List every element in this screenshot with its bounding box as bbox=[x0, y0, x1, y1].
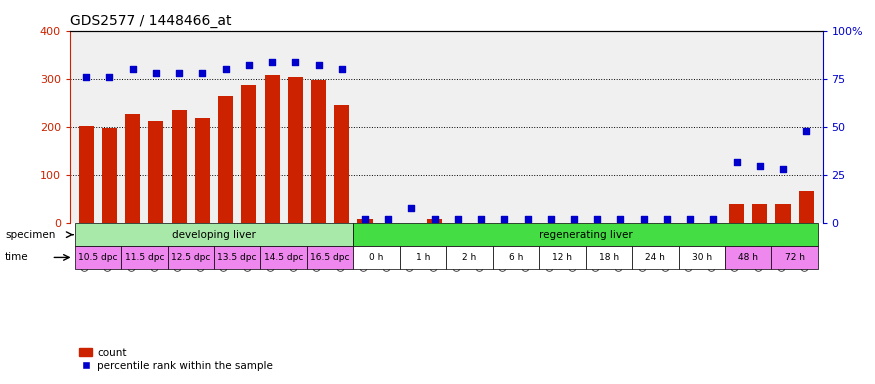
Text: developing liver: developing liver bbox=[172, 230, 255, 240]
Text: 1 h: 1 h bbox=[416, 253, 430, 262]
Bar bbox=[799, 190, 814, 223]
FancyBboxPatch shape bbox=[772, 246, 818, 269]
Point bbox=[126, 66, 140, 72]
FancyBboxPatch shape bbox=[446, 246, 493, 269]
FancyBboxPatch shape bbox=[354, 246, 400, 269]
Bar bbox=[195, 118, 210, 223]
Text: 11.5 dpc: 11.5 dpc bbox=[124, 253, 164, 262]
Point bbox=[752, 162, 766, 169]
Text: 16.5 dpc: 16.5 dpc bbox=[311, 253, 350, 262]
Point bbox=[219, 66, 233, 72]
Bar bbox=[288, 77, 303, 223]
FancyBboxPatch shape bbox=[74, 246, 121, 269]
Bar bbox=[125, 114, 140, 223]
Bar bbox=[149, 121, 164, 223]
Point bbox=[451, 216, 465, 222]
FancyBboxPatch shape bbox=[354, 223, 818, 246]
Point bbox=[637, 216, 651, 222]
Point bbox=[521, 216, 535, 222]
Bar bbox=[334, 105, 349, 223]
Point bbox=[799, 128, 813, 134]
Text: 0 h: 0 h bbox=[369, 253, 384, 262]
Bar bbox=[102, 128, 117, 223]
Text: 13.5 dpc: 13.5 dpc bbox=[218, 253, 257, 262]
Point bbox=[613, 216, 627, 222]
Bar bbox=[172, 110, 186, 223]
Bar bbox=[729, 204, 744, 223]
FancyBboxPatch shape bbox=[725, 246, 772, 269]
FancyBboxPatch shape bbox=[307, 246, 354, 269]
Text: 48 h: 48 h bbox=[738, 253, 758, 262]
Point bbox=[730, 159, 744, 165]
Point bbox=[404, 205, 418, 211]
Bar bbox=[427, 219, 442, 223]
Bar bbox=[752, 204, 767, 223]
FancyBboxPatch shape bbox=[493, 246, 539, 269]
FancyBboxPatch shape bbox=[121, 246, 167, 269]
Text: 30 h: 30 h bbox=[691, 253, 711, 262]
Text: 2 h: 2 h bbox=[462, 253, 477, 262]
Point bbox=[543, 216, 557, 222]
Text: 18 h: 18 h bbox=[598, 253, 619, 262]
Text: 14.5 dpc: 14.5 dpc bbox=[264, 253, 304, 262]
Point bbox=[312, 62, 326, 68]
FancyBboxPatch shape bbox=[539, 246, 585, 269]
Point bbox=[567, 216, 581, 222]
Point bbox=[172, 70, 186, 76]
FancyBboxPatch shape bbox=[167, 246, 214, 269]
Point bbox=[242, 62, 256, 68]
Point bbox=[428, 216, 442, 222]
Point bbox=[706, 216, 720, 222]
Point bbox=[265, 58, 279, 65]
Text: 12.5 dpc: 12.5 dpc bbox=[172, 253, 211, 262]
Text: 12 h: 12 h bbox=[552, 253, 572, 262]
Text: 6 h: 6 h bbox=[508, 253, 523, 262]
FancyBboxPatch shape bbox=[261, 246, 307, 269]
Point bbox=[474, 216, 488, 222]
FancyBboxPatch shape bbox=[74, 223, 354, 246]
FancyBboxPatch shape bbox=[678, 246, 725, 269]
Point bbox=[591, 216, 605, 222]
Text: 24 h: 24 h bbox=[646, 253, 665, 262]
Bar bbox=[79, 126, 94, 223]
Text: 72 h: 72 h bbox=[785, 253, 805, 262]
Bar bbox=[311, 80, 326, 223]
FancyBboxPatch shape bbox=[400, 246, 446, 269]
Point bbox=[660, 216, 674, 222]
Text: time: time bbox=[5, 252, 29, 262]
Point bbox=[195, 70, 209, 76]
Bar bbox=[264, 75, 280, 223]
Point bbox=[80, 74, 94, 80]
Point bbox=[776, 166, 790, 172]
Point bbox=[335, 66, 349, 72]
FancyBboxPatch shape bbox=[214, 246, 261, 269]
Text: 10.5 dpc: 10.5 dpc bbox=[78, 253, 117, 262]
Text: regenerating liver: regenerating liver bbox=[539, 230, 633, 240]
FancyBboxPatch shape bbox=[585, 246, 632, 269]
Bar bbox=[242, 84, 256, 223]
Bar bbox=[357, 219, 373, 223]
Point bbox=[149, 70, 163, 76]
Point bbox=[288, 58, 302, 65]
Bar bbox=[218, 96, 233, 223]
Point bbox=[497, 216, 511, 222]
Text: specimen: specimen bbox=[5, 230, 55, 240]
Point bbox=[382, 216, 396, 222]
Point bbox=[358, 216, 372, 222]
Point bbox=[102, 74, 116, 80]
Text: GDS2577 / 1448466_at: GDS2577 / 1448466_at bbox=[70, 14, 232, 28]
Legend: count, percentile rank within the sample: count, percentile rank within the sample bbox=[75, 344, 277, 375]
Point bbox=[683, 216, 697, 222]
Bar bbox=[775, 204, 791, 223]
FancyBboxPatch shape bbox=[632, 246, 678, 269]
